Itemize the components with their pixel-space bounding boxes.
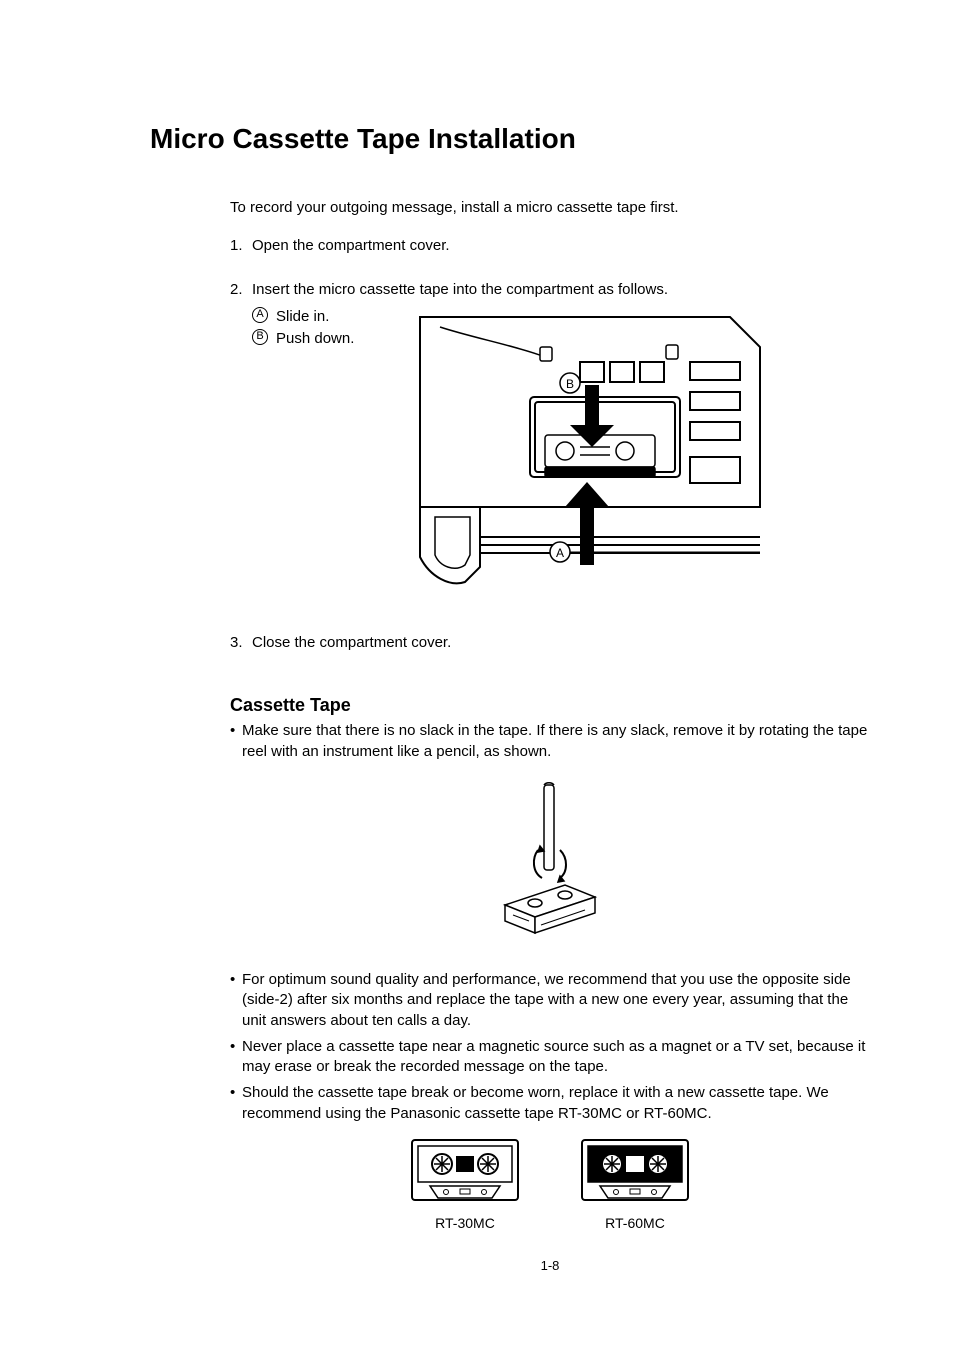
circled-b-icon: B (252, 329, 268, 345)
cassette-icon (410, 1138, 520, 1202)
model-caption: RT-60MC (580, 1214, 690, 1233)
step-text: Open the compartment cover. (252, 236, 870, 256)
bullet-dot-icon: • (230, 1083, 242, 1124)
document-page: Micro Cassette Tape Installation To reco… (150, 120, 870, 1275)
step-2-substeps: A Slide in. B Push down. (230, 307, 390, 352)
bullet-1: • Make sure that there is no slack in th… (230, 721, 870, 762)
step-2-row: A Slide in. B Push down. (230, 307, 870, 603)
pencil-cassette-diagram (230, 780, 870, 946)
bullet-text: Should the cassette tape break or become… (242, 1083, 870, 1124)
bullet-text: For optimum sound quality and performanc… (242, 970, 870, 1031)
svg-text:A: A (556, 546, 564, 560)
compartment-svg: B A (410, 307, 770, 597)
circled-a-icon: A (252, 307, 268, 323)
substep-text: Slide in. (276, 307, 329, 327)
bullet-3: • Never place a cassette tape near a mag… (230, 1037, 870, 1078)
page-number: 1-8 (230, 1257, 870, 1275)
step-number: 2. (230, 280, 252, 300)
cassette-models-row: RT-30MC (230, 1138, 870, 1233)
step-number: 1. (230, 236, 252, 256)
step-3: 3. Close the compartment cover. (230, 633, 870, 653)
bullet-4: • Should the cassette tape break or beco… (230, 1083, 870, 1124)
bullet-dot-icon: • (230, 970, 242, 1031)
section-heading: Cassette Tape (230, 693, 870, 717)
svg-text:B: B (566, 377, 574, 391)
substep-text: Push down. (276, 329, 354, 349)
step-1: 1. Open the compartment cover. (230, 236, 870, 256)
step-text: Insert the micro cassette tape into the … (252, 280, 870, 300)
model-caption: RT-30MC (410, 1214, 520, 1233)
bullet-text: Never place a cassette tape near a magne… (242, 1037, 870, 1078)
content-column: To record your outgoing message, install… (150, 198, 870, 1275)
bullet-dot-icon: • (230, 1037, 242, 1078)
step-2: 2. Insert the micro cassette tape into t… (230, 280, 870, 300)
page-title: Micro Cassette Tape Installation (150, 120, 870, 158)
intro-text: To record your outgoing message, install… (230, 198, 870, 218)
model-rt60mc: RT-60MC (580, 1138, 690, 1233)
model-rt30mc: RT-30MC (410, 1138, 520, 1233)
step-number: 3. (230, 633, 252, 653)
pencil-svg (490, 780, 610, 940)
substep-b: B Push down. (252, 329, 390, 349)
compartment-diagram: B A (410, 307, 870, 603)
bullet-text: Make sure that there is no slack in the … (242, 721, 870, 762)
cassette-icon (580, 1138, 690, 1202)
substep-a: A Slide in. (252, 307, 390, 327)
step-text: Close the compartment cover. (252, 633, 870, 653)
bullet-dot-icon: • (230, 721, 242, 762)
bullet-2: • For optimum sound quality and performa… (230, 970, 870, 1031)
